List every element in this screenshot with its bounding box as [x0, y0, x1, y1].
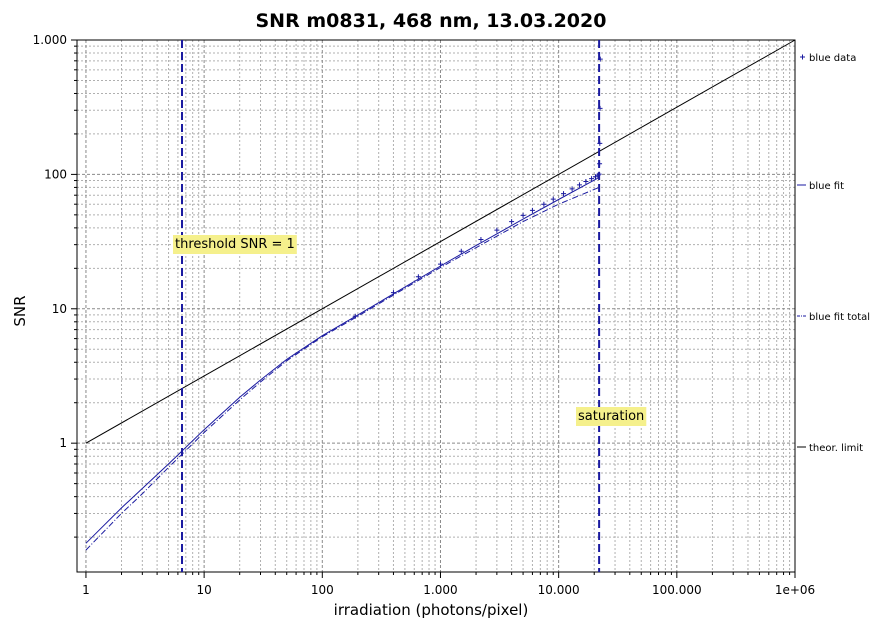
data-point [509, 219, 515, 225]
plot-frame [76, 39, 796, 573]
minor-grid [77, 40, 795, 572]
x-tick-label: 100 [311, 583, 334, 597]
x-axis-label: irradiation (photons/pixel) [334, 601, 529, 619]
x-tick-label: 1 [82, 583, 90, 597]
data-point [494, 227, 500, 233]
annotation-label: saturation [578, 409, 644, 424]
data-point [561, 191, 567, 197]
y-axis-label: SNR [11, 295, 29, 326]
data-point [478, 236, 484, 242]
x-tick-label: 10 [196, 583, 211, 597]
legend: blue data blue fit blue fit total theor. li… [797, 53, 870, 454]
data-point [589, 176, 595, 182]
data-point [576, 182, 582, 188]
annotations: threshold SNR = 1 saturation [173, 40, 647, 572]
data-point [550, 196, 556, 202]
annotation-highlight [576, 407, 647, 426]
series-line [85, 39, 796, 444]
annotation-highlight [173, 235, 297, 254]
series-layer [85, 39, 796, 551]
legend-entry: theor. limit [809, 443, 863, 454]
x-tick-label: 10.000 [538, 583, 580, 597]
data-point [583, 179, 589, 185]
legend-entry: blue fit [809, 181, 844, 192]
legend-entry: blue fit total [809, 312, 870, 323]
y-tick-label: 100 [44, 167, 67, 181]
annotation-label: threshold SNR = 1 [175, 237, 295, 252]
data-point [415, 274, 421, 280]
series-line [85, 186, 600, 551]
legend-swatch [800, 54, 805, 60]
y-tick-label: 1.000 [33, 33, 67, 47]
x-tick-label: 1e+06 [775, 583, 815, 597]
data-point [458, 248, 464, 254]
data-point [520, 212, 526, 218]
data-point [541, 201, 547, 207]
x-tick-label: 100.000 [652, 583, 702, 597]
legend-entry: blue data [809, 53, 856, 64]
series-line [85, 176, 600, 544]
data-point [569, 186, 575, 192]
y-tick-label: 1 [59, 436, 67, 450]
y-tick-label: 10 [52, 302, 67, 316]
x-tick-label: 1.000 [423, 583, 457, 597]
data-point [529, 207, 535, 213]
axis-ticks: 1 10 100 1.000 10.000 100.000 1e+06 1 10 100 1.000 [33, 33, 816, 597]
chart-title: SNR m0831, 468 nm, 13.03.2020 [256, 10, 607, 32]
